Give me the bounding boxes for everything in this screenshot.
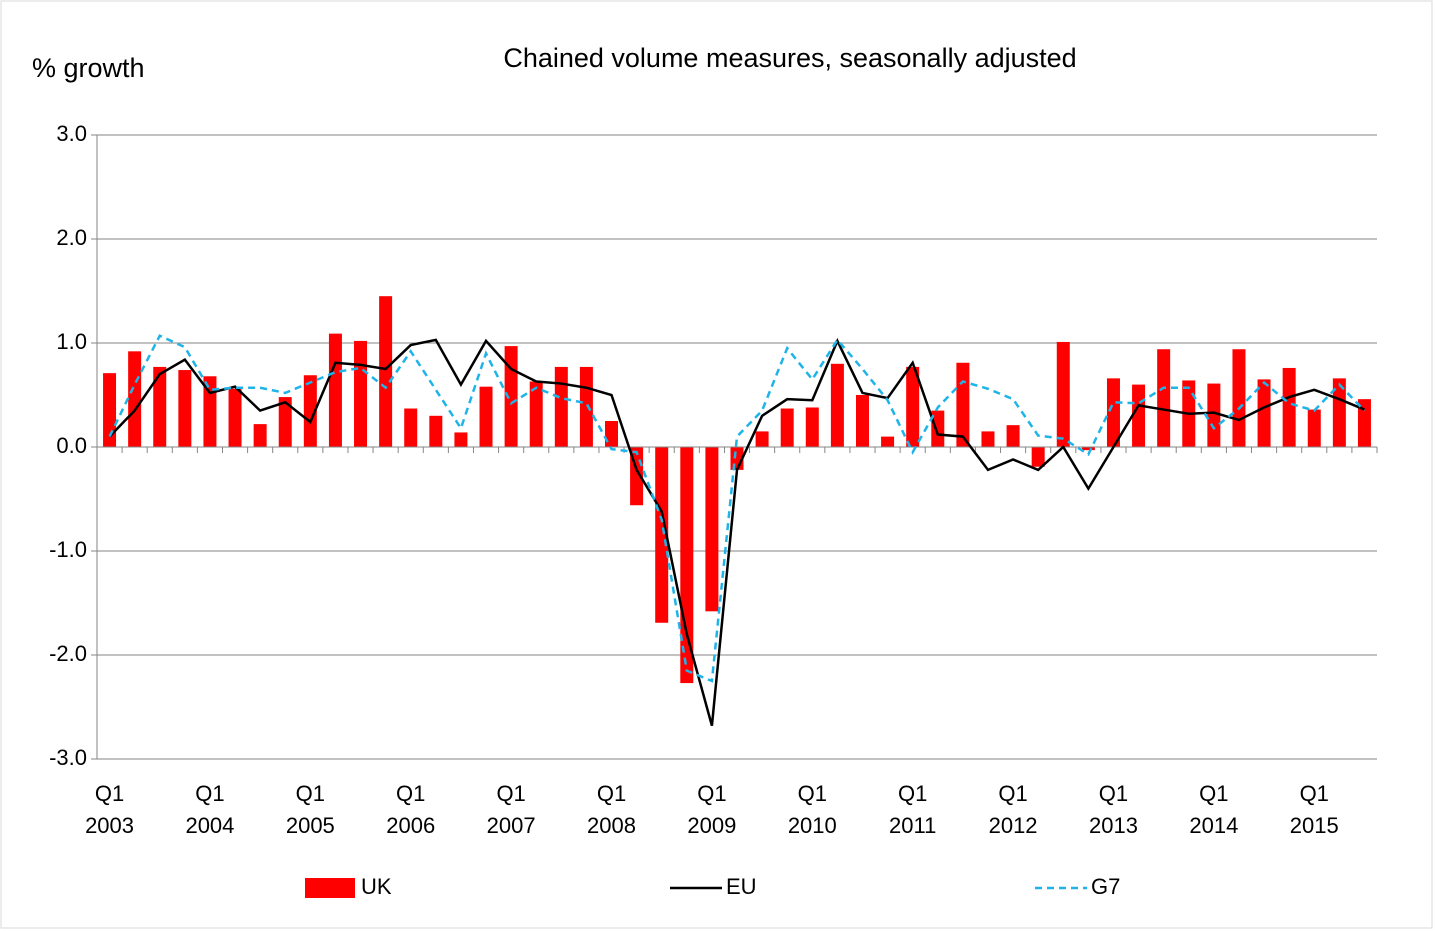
bar — [303, 375, 317, 447]
bar — [278, 397, 292, 447]
bar — [1257, 379, 1271, 447]
bar — [1132, 384, 1146, 447]
bar — [354, 340, 368, 447]
bar — [1357, 399, 1371, 447]
chart-title: Chained volume measures, seasonally adju… — [503, 43, 1076, 73]
y-tick-label: 0.0 — [56, 433, 87, 458]
bar — [328, 333, 342, 447]
bar — [228, 388, 242, 447]
bar — [203, 376, 217, 447]
bar — [554, 366, 568, 447]
bar — [605, 421, 619, 447]
y-tick-label: 1.0 — [56, 329, 87, 354]
x-tick-label: Q1 2004 — [185, 781, 234, 838]
bar — [881, 436, 895, 447]
bar — [429, 415, 443, 447]
bar — [1056, 341, 1070, 447]
bar — [755, 431, 769, 447]
x-tick-label: Q1 2003 — [85, 781, 134, 838]
x-tick-label: Q1 2005 — [286, 781, 335, 838]
x-tick-label: Q1 2008 — [587, 781, 636, 838]
bar — [931, 410, 945, 447]
bar — [128, 351, 142, 447]
bar — [906, 366, 920, 447]
bar — [454, 432, 468, 447]
bar — [1031, 447, 1045, 467]
bar — [1081, 447, 1095, 451]
bar — [404, 408, 418, 447]
y-tick-label: 3.0 — [56, 121, 87, 146]
bar — [178, 370, 192, 447]
bar — [1307, 409, 1321, 447]
x-tick-label: Q1 2013 — [1089, 781, 1138, 838]
x-tick-label: Q1 2009 — [687, 781, 736, 838]
y-tick-label: -3.0 — [49, 745, 87, 770]
bar — [805, 407, 819, 447]
bar — [655, 447, 669, 623]
bar — [1106, 378, 1120, 447]
y-tick-label: -2.0 — [49, 641, 87, 666]
y-tick-label: -1.0 — [49, 537, 87, 562]
y-tick-label: 2.0 — [56, 225, 87, 250]
bar — [579, 366, 593, 447]
bar — [830, 363, 844, 447]
bar — [1006, 425, 1020, 447]
bar — [379, 296, 393, 447]
x-tick-label: Q1 2012 — [989, 781, 1038, 838]
bar — [103, 373, 117, 447]
legend-label: EU — [726, 874, 757, 899]
legend-label: UK — [361, 874, 392, 899]
legend-swatch — [305, 878, 355, 898]
bar — [780, 408, 794, 447]
x-tick-label: Q1 2015 — [1290, 781, 1339, 838]
x-tick-label: Q1 2011 — [889, 781, 936, 838]
x-tick-label: Q1 2010 — [788, 781, 837, 838]
bar — [1282, 367, 1296, 447]
x-tick-label: Q1 2006 — [386, 781, 435, 838]
bar — [1157, 349, 1171, 447]
legend-label: G7 — [1091, 874, 1120, 899]
bar — [855, 395, 869, 447]
bar — [1232, 349, 1246, 447]
bar — [153, 366, 167, 447]
bar — [253, 424, 267, 447]
bar — [956, 362, 970, 447]
x-tick-label: Q1 2014 — [1189, 781, 1238, 838]
line-series — [108, 337, 1365, 727]
bar — [1332, 378, 1346, 447]
bar — [529, 381, 543, 447]
y-axis-label: % growth — [32, 53, 145, 83]
x-tick-label: Q1 2007 — [487, 781, 536, 838]
bar — [981, 431, 995, 447]
line-series — [108, 334, 1366, 683]
bar — [1207, 383, 1221, 447]
bar — [705, 447, 719, 612]
bar — [479, 386, 493, 447]
